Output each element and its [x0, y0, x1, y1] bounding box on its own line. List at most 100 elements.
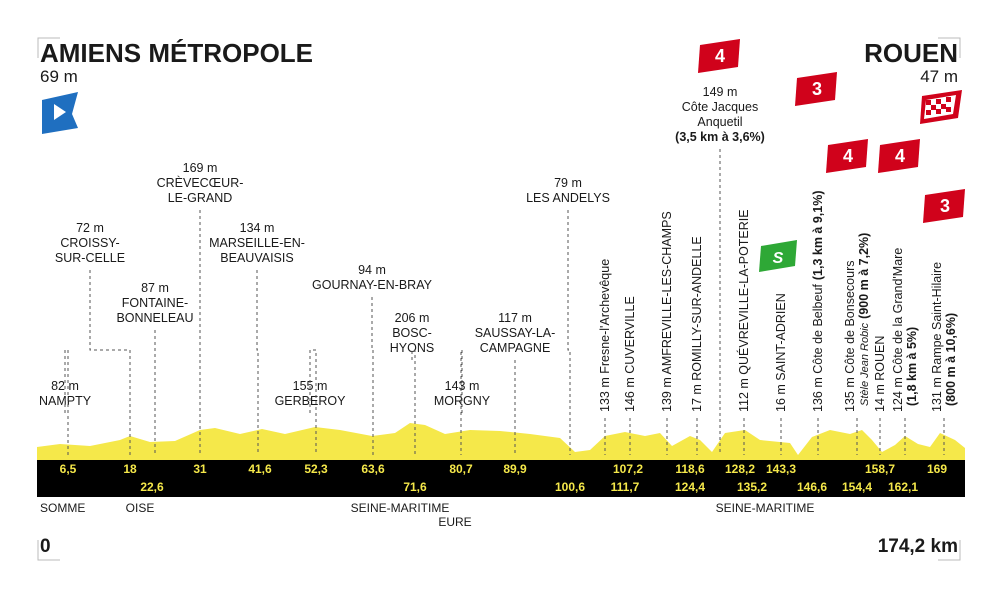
waypoint-label: (3,5 km à 3,6%) — [675, 130, 765, 144]
km-marker: 143,3 — [766, 462, 796, 476]
waypoint-label: SUR-CELLE — [55, 251, 125, 265]
vertical-waypoint: 136 m Côte de Belbeuf (1,3 km à 9,1%) — [811, 190, 825, 412]
climb-detail: (800 m à 10,6%) — [944, 313, 958, 406]
climb-category: 3 — [940, 196, 950, 216]
km-marker: 6,5 — [60, 462, 77, 476]
finish-name: ROUEN — [864, 38, 958, 68]
finish-flag — [920, 90, 962, 124]
km-marker: 71,6 — [403, 480, 427, 494]
waypoint-label: 134 m — [240, 221, 275, 235]
km-marker: 169 — [927, 462, 947, 476]
km-marker: 107,2 — [613, 462, 643, 476]
waypoint-label: LES ANDELYS — [526, 191, 610, 205]
waypoint-text: 136 m Côte de Belbeuf — [811, 284, 825, 412]
km-band — [37, 460, 965, 497]
km-marker: 31 — [193, 462, 207, 476]
finish-km: 174,2 km — [878, 536, 958, 557]
waypoint-label: BONNELEAU — [116, 311, 193, 325]
waypoint-label: CRÈVECŒUR- — [157, 175, 244, 190]
waypoint-label: CROISSY- — [60, 236, 119, 250]
climb-detail: (1,3 km à 9,1%) — [811, 190, 825, 280]
km-marker: 89,9 — [503, 462, 527, 476]
vertical-waypoint: 124 m Côte de la Grand'Mare — [891, 248, 905, 412]
start-altitude: 69 m — [40, 67, 78, 86]
leader-line — [567, 210, 571, 455]
climb-category: 4 — [715, 46, 725, 66]
km-marker: 146,6 — [797, 480, 827, 494]
frame-corners — [37, 37, 961, 561]
km-marker: 52,3 — [304, 462, 328, 476]
km-marker: 128,2 — [725, 462, 755, 476]
waypoint-label: 206 m — [395, 311, 430, 325]
waypoint-text: 16 m SAINT-ADRIEN — [774, 293, 788, 412]
km-marker: 162,1 — [888, 480, 918, 494]
vertical-waypoint: 17 m ROMILLY-SUR-ANDELLE — [690, 236, 704, 412]
climb-badge — [698, 39, 740, 73]
climb-badge — [923, 189, 965, 223]
waypoint-text: 146 m CUVERVILLE — [623, 296, 637, 412]
km-marker: 135,2 — [737, 480, 767, 494]
km-marker: 22,6 — [140, 480, 164, 494]
vertical-waypoint: (800 m à 10,6%) — [944, 313, 958, 406]
waypoint-text: 133 m Fresne-l'Archevêque — [598, 259, 612, 412]
vertical-waypoint: 131 m Rampe Saint-Hilaire — [930, 262, 944, 412]
vertical-waypoint: 146 m CUVERVILLE — [623, 296, 637, 412]
region-label: OISE — [126, 501, 155, 515]
waypoint-text: 139 m AMFREVILLE-LES-CHAMPS — [660, 211, 674, 412]
region-label: SOMME — [40, 501, 85, 515]
finish-altitude: 47 m — [920, 67, 958, 86]
waypoint-label: SAUSSAY-LA- — [475, 326, 556, 340]
waypoint-label: 79 m — [554, 176, 582, 190]
km-marker: 18 — [123, 462, 137, 476]
climb-detail: (1,8 km à 5%) — [905, 327, 919, 406]
waypoint-label: Anquetil — [697, 115, 742, 129]
vertical-waypoint: 139 m AMFREVILLE-LES-CHAMPS — [660, 211, 674, 412]
climb-badge — [795, 72, 837, 106]
elevation-profile — [37, 423, 965, 460]
climb-badge — [826, 139, 868, 173]
region-label: SEINE-MARITIME — [351, 501, 450, 515]
sprint-label: S — [773, 250, 784, 267]
climb-badge — [878, 139, 920, 173]
climb-note: Stèle Jean Robic — [859, 322, 871, 406]
climb-category: 4 — [895, 146, 905, 166]
km-marker: 124,4 — [675, 480, 705, 494]
vertical-waypoint: 135 m Côte de Bonsecours — [843, 261, 857, 412]
vertical-waypoint: (1,8 km à 5%) — [905, 327, 919, 406]
waypoint-label: 149 m — [703, 85, 738, 99]
start-arrow — [54, 104, 66, 120]
waypoint-label: Côte Jacques — [682, 100, 758, 114]
leader-line — [309, 349, 317, 455]
km-marker: 63,6 — [361, 462, 385, 476]
leader-line — [64, 349, 69, 455]
km-marker: 158,7 — [865, 462, 895, 476]
km-marker: 111,7 — [611, 480, 640, 494]
start-name: AMIENS MÉTROPOLE — [40, 38, 313, 68]
waypoint-label: 87 m — [141, 281, 169, 295]
waypoint-text: 124 m Côte de la Grand'Mare — [891, 248, 905, 412]
waypoint-text: 14 m ROUEN — [873, 336, 887, 412]
waypoint-text: 131 m Rampe Saint-Hilaire — [930, 262, 944, 412]
region-label: SEINE-MARITIME — [716, 501, 815, 515]
leader-line — [371, 297, 374, 455]
waypoint-label: MARSEILLE-EN- — [209, 236, 305, 250]
sprint-badge — [759, 240, 797, 272]
waypoint-label: BEAUVAISIS — [220, 251, 293, 265]
km-marker: 154,4 — [842, 480, 872, 494]
waypoint-label: LE-GRAND — [168, 191, 233, 205]
waypoint-text: 17 m ROMILLY-SUR-ANDELLE — [690, 236, 704, 412]
leader-line — [460, 349, 463, 455]
waypoint-label: 72 m — [76, 221, 104, 235]
region-label: EURE — [438, 515, 471, 529]
vertical-waypoint: 133 m Fresne-l'Archevêque — [598, 259, 612, 412]
vertical-waypoint: 112 m QUÉVREVILLE-LA-POTERIE — [736, 209, 751, 412]
leader-line — [256, 270, 259, 455]
km-marker: 118,6 — [675, 462, 705, 476]
climb-category: 3 — [812, 79, 822, 99]
climb-category: 4 — [843, 146, 853, 166]
waypoint-label: HYONS — [390, 341, 434, 355]
waypoint-label: CAMPAGNE — [480, 341, 551, 355]
waypoint-label: FONTAINE- — [122, 296, 188, 310]
climb-detail: (900 m à 7,2%) — [857, 233, 871, 319]
